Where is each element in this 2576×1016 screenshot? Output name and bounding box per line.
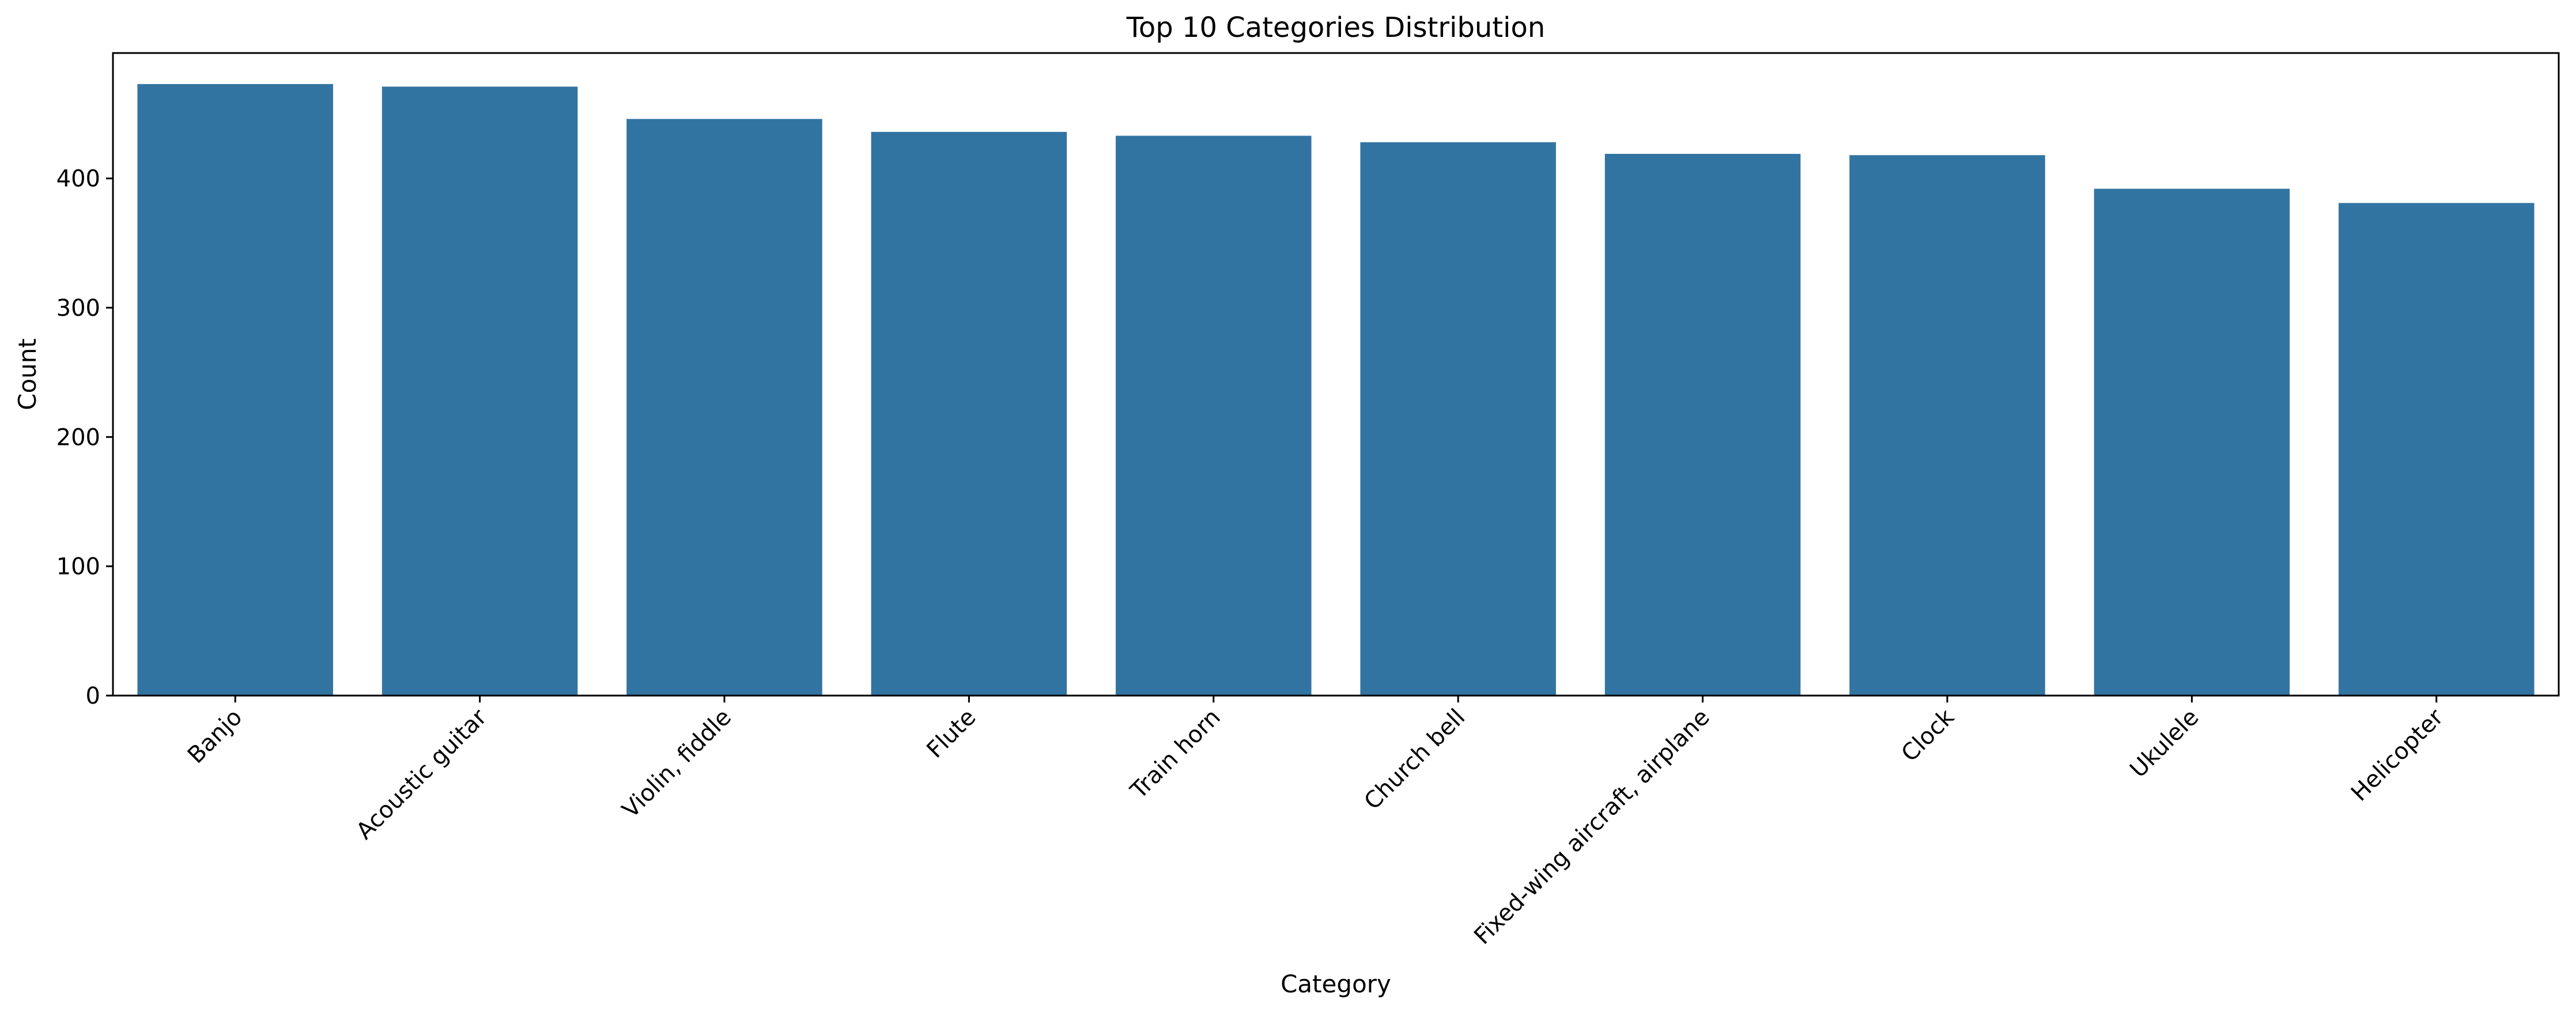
y-tick-label: 300	[56, 295, 100, 322]
chart-title: Top 10 Categories Distribution	[1126, 12, 1546, 44]
x-tick-label: Banjo	[183, 704, 247, 769]
x-tick-label: Acoustic guitar	[351, 704, 492, 845]
bar-8	[2094, 188, 2290, 696]
y-tick-label: 100	[56, 554, 100, 580]
x-tick-label: Ukulele	[2125, 704, 2204, 783]
bar-6	[1604, 153, 1801, 696]
y-tick-label: 0	[86, 683, 100, 709]
y-axis: 0 100 200 300 400	[56, 166, 113, 709]
x-axis: Banjo Acoustic guitar Violin, fiddle Flute T…	[183, 696, 2449, 950]
x-tick-label: Violin, fiddle	[617, 704, 736, 824]
bar-5	[1360, 142, 1556, 696]
x-tick-label: Helicopter	[2346, 704, 2449, 806]
x-tick-label: Train horn	[1125, 704, 1225, 805]
bar-4	[1116, 135, 1312, 696]
bar-2	[626, 119, 822, 696]
plot-frame	[112, 52, 2560, 697]
bar-7	[1849, 155, 2045, 696]
y-axis-title: Count	[13, 338, 41, 410]
bar-0	[137, 84, 333, 696]
bar-3	[871, 131, 1067, 696]
y-tick-label: 400	[56, 166, 100, 192]
bar-1	[382, 86, 578, 696]
y-tick-label: 200	[56, 424, 100, 451]
x-tick-label: Flute	[921, 704, 981, 764]
x-tick-label: Church bell	[1359, 704, 1471, 815]
x-axis-title: Category	[1281, 970, 1391, 998]
x-tick-label: Clock	[1897, 704, 1960, 767]
bars-group	[137, 84, 2535, 696]
bar-9	[2339, 203, 2535, 696]
x-tick-label: Fixed-wing aircraft, airplane	[1469, 704, 1714, 950]
